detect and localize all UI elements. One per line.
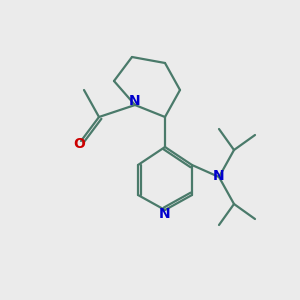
Text: N: N [129, 94, 141, 108]
Text: N: N [159, 208, 171, 221]
Text: O: O [74, 137, 86, 151]
Text: N: N [213, 169, 225, 182]
